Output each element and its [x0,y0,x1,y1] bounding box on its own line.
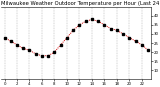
Text: Milwaukee Weather Outdoor Temperature per Hour (Last 24 Hours): Milwaukee Weather Outdoor Temperature pe… [1,1,160,6]
